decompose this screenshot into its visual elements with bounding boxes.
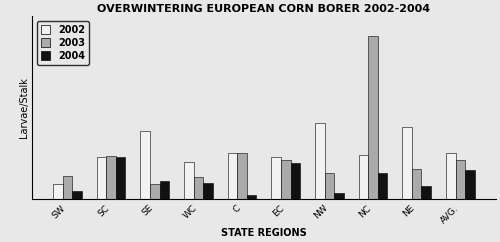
Y-axis label: Larvae/Stalk: Larvae/Stalk — [19, 77, 29, 138]
Bar — [72, 191, 82, 199]
Bar — [290, 163, 300, 199]
Bar — [281, 160, 290, 199]
Bar — [160, 181, 169, 199]
Bar — [324, 173, 334, 199]
Bar — [446, 153, 456, 199]
Bar — [378, 173, 388, 199]
Bar — [272, 157, 281, 199]
Legend: 2002, 2003, 2004: 2002, 2003, 2004 — [37, 21, 89, 65]
Bar — [184, 162, 194, 199]
Bar — [402, 127, 412, 199]
Bar — [358, 155, 368, 199]
Bar — [456, 160, 465, 199]
Bar — [247, 196, 256, 199]
Bar — [194, 177, 203, 199]
X-axis label: STATE REGIONS: STATE REGIONS — [221, 228, 307, 238]
Bar — [422, 186, 431, 199]
Bar — [53, 184, 62, 199]
Bar — [203, 183, 213, 199]
Bar — [116, 157, 126, 199]
Bar — [238, 153, 247, 199]
Bar — [368, 36, 378, 199]
Bar — [315, 123, 324, 199]
Bar — [465, 170, 474, 199]
Bar — [140, 131, 150, 199]
Bar — [106, 156, 116, 199]
Bar — [150, 184, 160, 199]
Bar — [228, 153, 237, 199]
Bar — [412, 169, 422, 199]
Title: OVERWINTERING EUROPEAN CORN BORER 2002-2004: OVERWINTERING EUROPEAN CORN BORER 2002-2… — [98, 4, 430, 14]
Bar — [96, 157, 106, 199]
Bar — [334, 193, 344, 199]
Bar — [62, 176, 72, 199]
